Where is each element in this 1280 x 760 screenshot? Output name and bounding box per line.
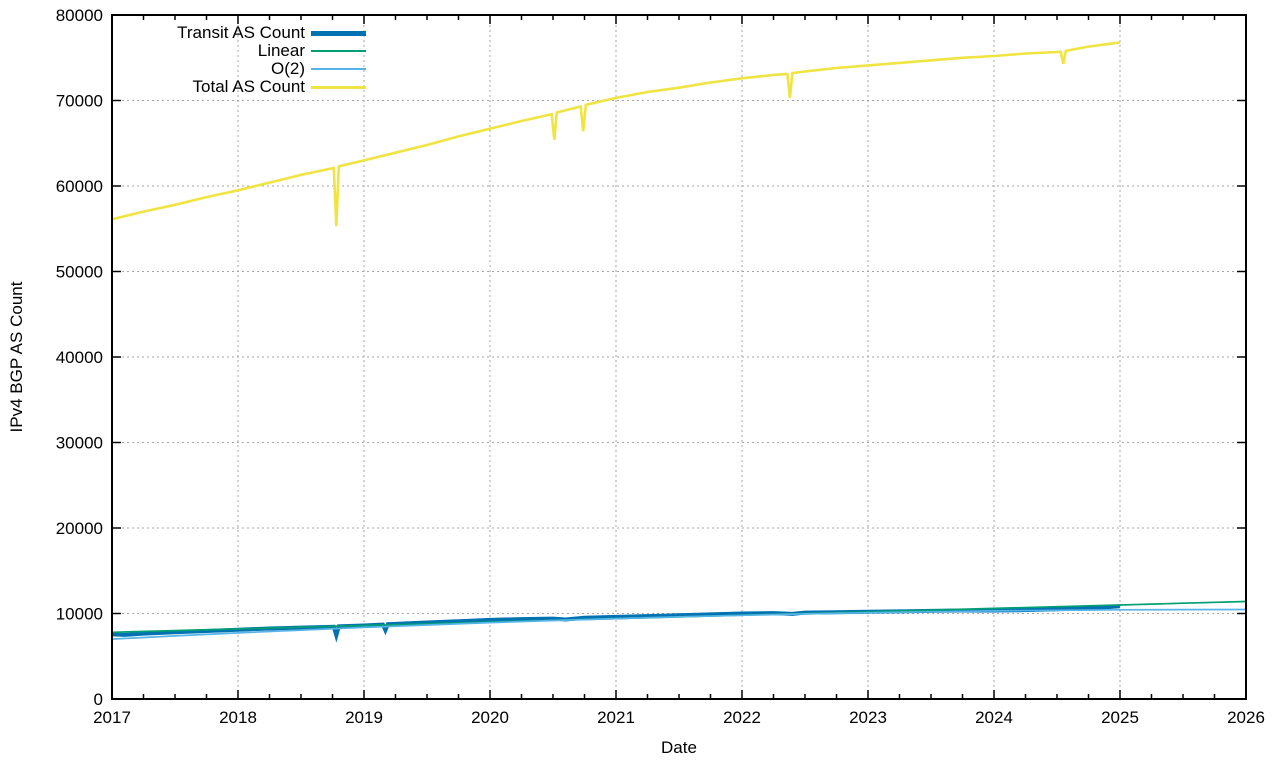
x-tick-label: 2024 (975, 708, 1013, 727)
series-line-total-as-count (111, 41, 1121, 227)
x-tick-label: 2025 (1101, 708, 1139, 727)
y-tick-label: 20000 (56, 519, 103, 538)
legend: Transit AS Count Linear O(2) Total AS Co… (100, 23, 366, 96)
y-tick-label: 30000 (56, 434, 103, 453)
y-tick-label: 70000 (56, 92, 103, 111)
x-axis-title: Date (661, 738, 697, 757)
x-tick-label: 2020 (471, 708, 509, 727)
y-axis-title: IPv4 BGP AS Count (7, 281, 26, 432)
legend-line-swatch (311, 50, 366, 52)
legend-line-swatch (311, 85, 366, 89)
x-tick-label: 2017 (93, 708, 131, 727)
legend-line-sample (311, 78, 366, 96)
y-tick-label: 80000 (56, 6, 103, 25)
legend-label: Transit AS Count (177, 23, 305, 42)
y-tick-label: 0 (94, 690, 103, 709)
legend-line-sample (311, 24, 366, 42)
x-tick-label: 2021 (597, 708, 635, 727)
x-tick-label: 2018 (219, 708, 257, 727)
legend-line-swatch (311, 30, 366, 36)
legend-line-sample (311, 42, 366, 60)
legend-item-o2: O(2) (100, 59, 366, 78)
y-tick-label: 10000 (56, 605, 103, 624)
legend-label: O(2) (271, 59, 305, 78)
y-tick-label: 40000 (56, 348, 103, 367)
legend-item-transit-as-count: Transit AS Count (100, 23, 366, 42)
x-tick-label: 2019 (345, 708, 383, 727)
legend-line-sample (311, 60, 366, 78)
y-tick-label: 60000 (56, 177, 103, 196)
legend-item-linear: Linear (100, 41, 366, 60)
legend-line-swatch (311, 68, 366, 70)
x-tick-label: 2022 (723, 708, 761, 727)
series-line-o-2- (111, 608, 1247, 640)
x-tick-label: 2026 (1227, 708, 1265, 727)
legend-label: Linear (257, 41, 305, 60)
x-tick-label: 2023 (849, 708, 887, 727)
legend-item-total-as-count: Total AS Count (100, 77, 366, 96)
y-tick-label: 50000 (56, 263, 103, 282)
legend-label: Total AS Count (192, 77, 305, 96)
